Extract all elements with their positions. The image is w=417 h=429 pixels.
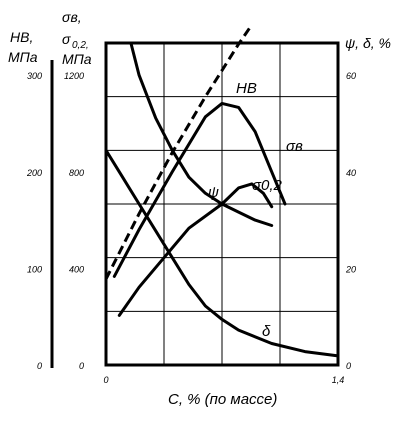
delta-curve-label: δ <box>262 323 271 340</box>
hb-header-label: HB, <box>10 29 33 45</box>
x-tick-label: 1,4 <box>332 375 345 385</box>
series-line-plasticity <box>104 148 340 358</box>
strength-header-unit: МПа <box>62 51 92 67</box>
sigma-b-curve-label: σв <box>286 138 303 155</box>
strength-tick-label: 1200 <box>64 71 84 81</box>
plot-frame <box>104 41 340 367</box>
strength-header-subscript: 0,2, <box>72 40 89 51</box>
strength-tick-label: 800 <box>69 168 84 178</box>
series-lines <box>104 23 340 358</box>
hb-axis-header: HB, МПа <box>8 29 38 65</box>
hb-tick-label: 200 <box>26 168 42 178</box>
strength-header-label: σв, <box>62 9 82 25</box>
plasticity-tick-label: 60 <box>346 71 356 81</box>
plasticity-axis-header: ψ, δ, % <box>345 35 391 51</box>
hb-tick-label: 300 <box>27 71 42 81</box>
plasticity-tick-label: 0 <box>346 361 351 371</box>
x-axis-title: С, % (по массе) <box>168 391 277 408</box>
hb-curve-label: HB <box>236 80 257 97</box>
sigma-02-curve-label: σ0,2 <box>252 177 283 194</box>
strength-header-sub-main: σ <box>62 31 71 47</box>
x-tick-label: 0 <box>103 375 108 385</box>
series-line-plasticity <box>129 41 274 227</box>
strength-tick-label: 400 <box>69 264 84 274</box>
series-line-hb-dashed <box>104 23 254 280</box>
psi-curve-label: ψ <box>208 184 219 201</box>
hb-tick-label: 100 <box>27 264 42 274</box>
hb-tick-label: 0 <box>37 361 42 371</box>
hb-header-unit: МПа <box>8 49 38 65</box>
plasticity-tick-label: 20 <box>345 264 356 274</box>
strength-axis-header: σв, σ 0,2, МПа <box>62 9 92 67</box>
series-line-strength <box>112 101 287 278</box>
strength-tick-label: 0 <box>79 361 84 371</box>
plasticity-tick-label: 40 <box>346 168 356 178</box>
